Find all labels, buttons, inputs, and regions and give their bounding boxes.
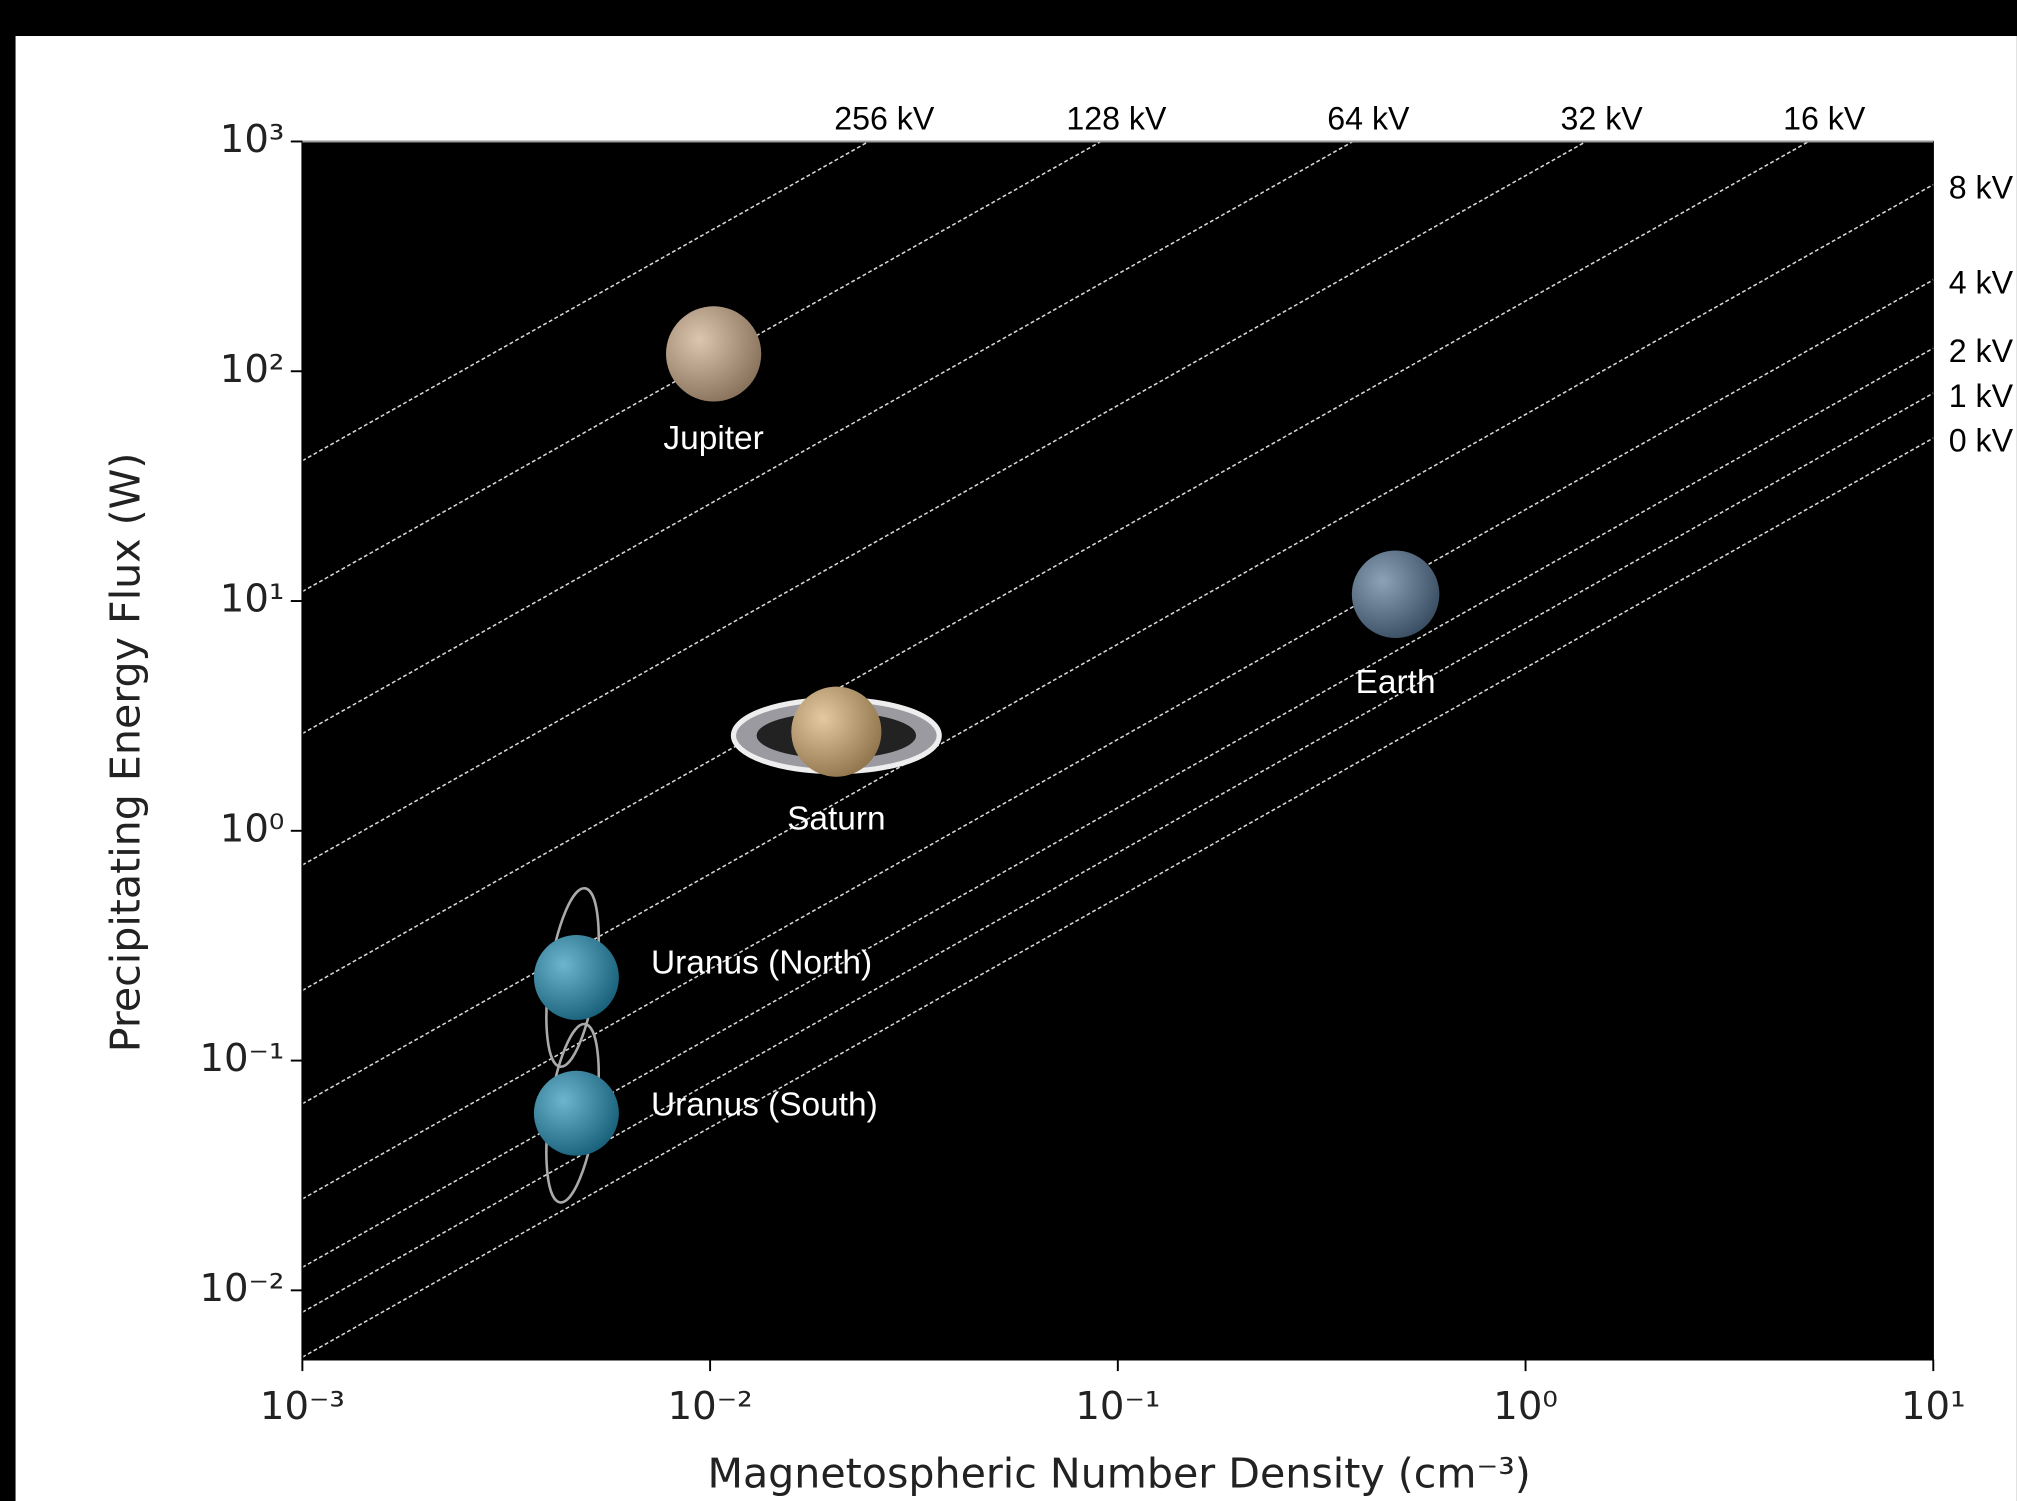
voltage-label: 256 kV: [834, 100, 935, 136]
y-tick-label: 10¹: [220, 577, 285, 622]
planet-shading: [533, 935, 619, 1020]
planet-label: Jupiter: [663, 420, 763, 457]
voltage-label: 32 kV: [1561, 100, 1644, 136]
planet-label: Earth: [1356, 664, 1436, 701]
x-tick-label: 10⁻²: [668, 1384, 753, 1429]
planet-label: Saturn: [787, 800, 886, 837]
voltage-line: [302, 141, 1811, 992]
x-tick-label: 10⁻³: [260, 1384, 345, 1429]
voltage-label: 128 kV: [1066, 100, 1167, 136]
planet-shading: [533, 1070, 619, 1156]
voltage-line: [302, 141, 1588, 866]
voltage-line: [302, 279, 1934, 1200]
x-tick-label: 10¹: [1901, 1384, 1966, 1429]
voltage-line: [302, 141, 871, 462]
voltage-label: 1 kV: [1949, 378, 2014, 414]
planet-shading: [791, 686, 882, 777]
y-axis-label: Precipitating Energy Flux (W): [102, 453, 150, 1053]
voltage-label: 8 kV: [1949, 169, 2014, 205]
voltage-line: [302, 141, 1103, 593]
voltage-label: 0 kV: [1949, 423, 2014, 459]
x-tick-label: 10⁻¹: [1075, 1384, 1160, 1429]
planet-label: Uranus (South): [651, 1087, 878, 1124]
y-tick-label: 10⁻¹: [199, 1036, 284, 1081]
planet-shading: [1351, 550, 1440, 639]
voltage-label: 64 kV: [1327, 100, 1410, 136]
voltage-label: 4 kV: [1949, 264, 2014, 300]
y-tick-label: 10⁰: [220, 806, 285, 851]
voltage-label: 16 kV: [1783, 100, 1866, 136]
voltage-line: [302, 392, 1934, 1313]
planet-label: Uranus (North): [651, 944, 872, 981]
x-tick-label: 10⁰: [1493, 1384, 1558, 1429]
y-tick-label: 10²: [220, 347, 285, 392]
mark-layer: Jupiter Saturn Earth Uranus (North) Uranus (…: [533, 306, 1440, 1204]
y-tick-label: 10⁻²: [199, 1266, 284, 1311]
planet-shading: [666, 306, 762, 402]
voltage-line: [302, 437, 1934, 1358]
voltage-label: 2 kV: [1949, 333, 2014, 369]
x-axis-label: Magnetospheric Number Density (cm⁻³): [707, 1450, 1530, 1498]
plot-area: [301, 140, 1934, 1361]
y-tick-label: 10³: [220, 117, 285, 162]
voltage-line: [302, 141, 1355, 735]
